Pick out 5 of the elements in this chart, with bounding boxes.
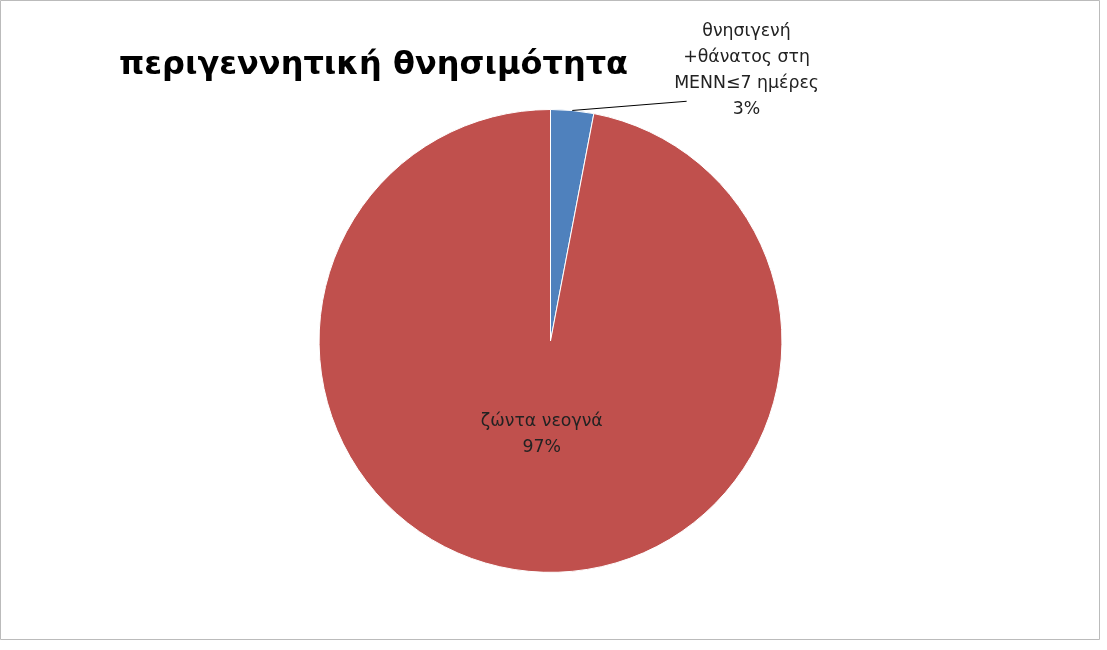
data-label: 97% [522, 436, 562, 457]
text: περιγεννητική θνησιμότητα [118, 44, 629, 83]
data-label: 3% [732, 97, 761, 118]
slice-label: ζώντα νεογνά [480, 410, 603, 431]
slice-label: θνησιγενή +θάνατος στη ΜΕΝΝ≤7 ημέρες [674, 19, 819, 92]
